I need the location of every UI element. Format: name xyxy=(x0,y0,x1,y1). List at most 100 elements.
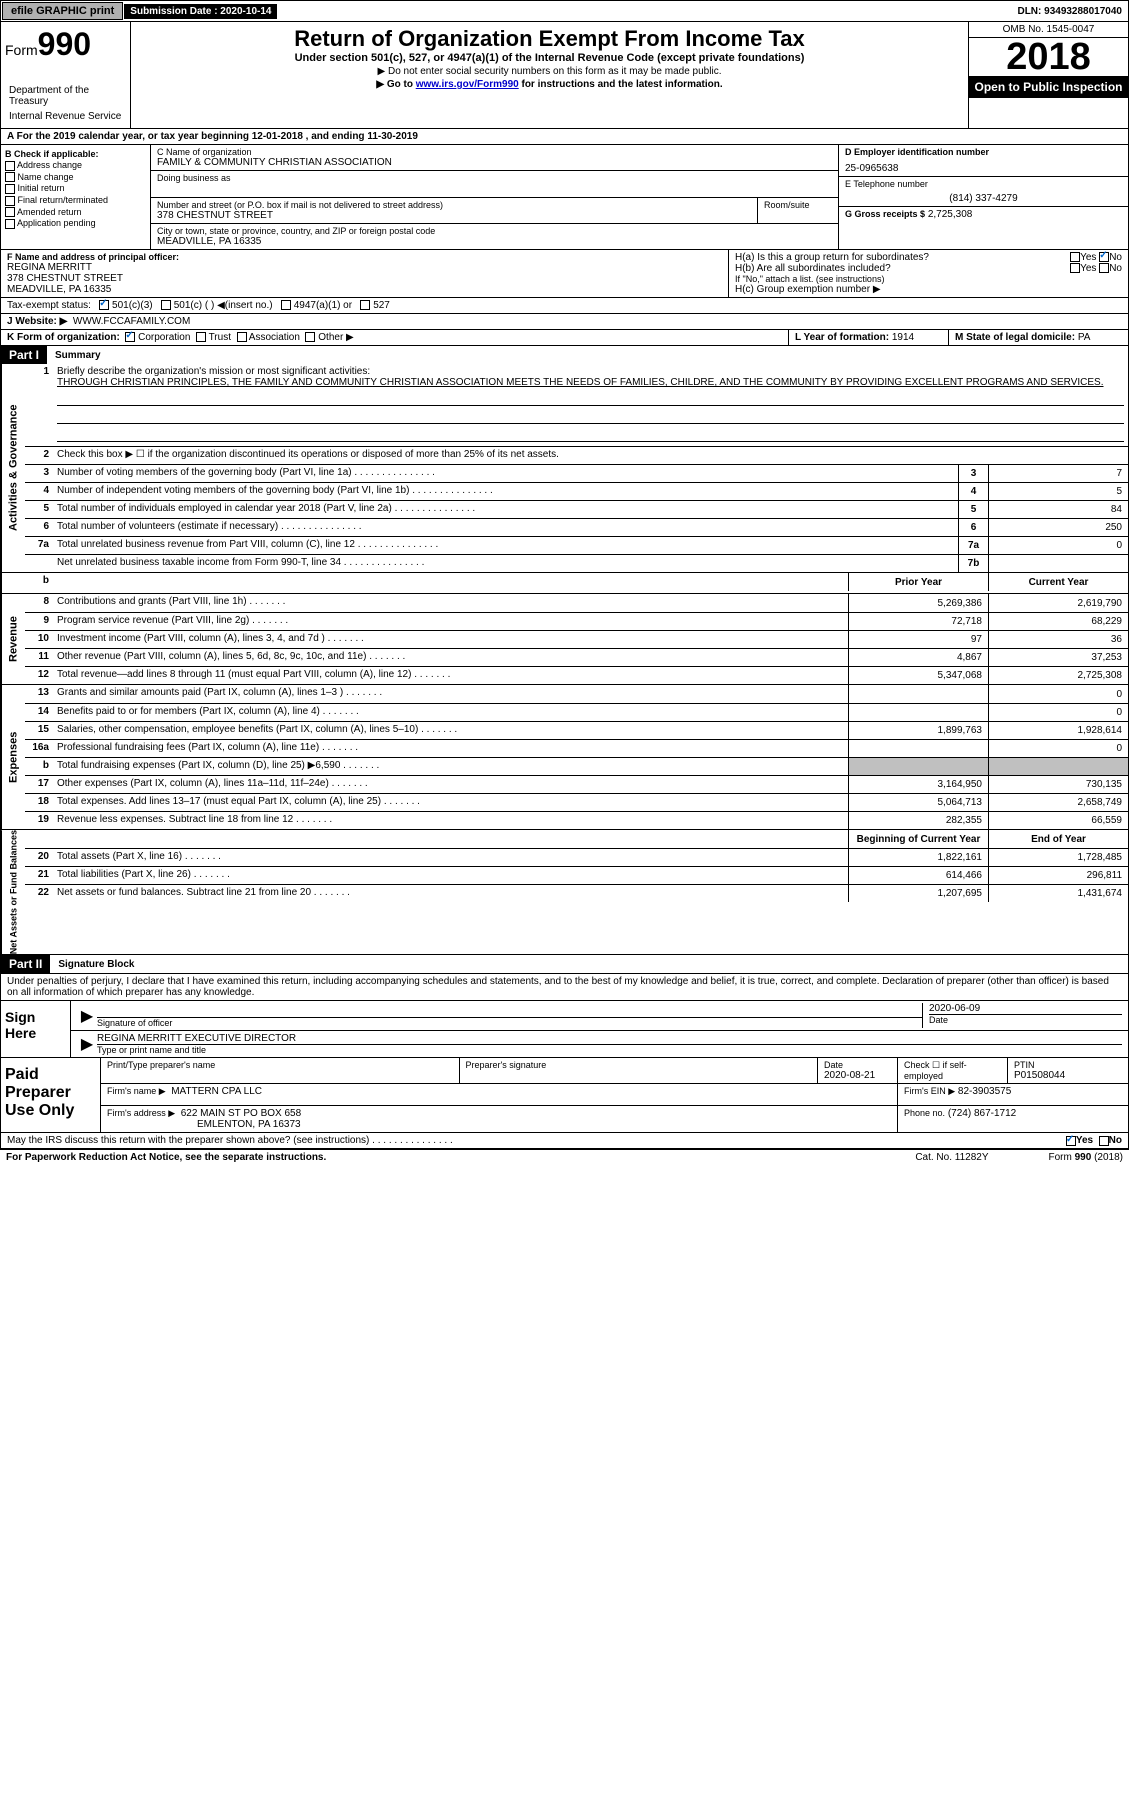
line-num: 3 xyxy=(25,465,53,482)
summary-row: 10 Investment income (Part VIII, column … xyxy=(25,630,1128,648)
cb-other[interactable] xyxy=(305,332,315,342)
hb-row: H(b) Are all subordinates included? Yes … xyxy=(735,263,1122,274)
ptin-label: PTIN xyxy=(1014,1060,1122,1070)
cb-final-return[interactable]: Final return/terminated xyxy=(5,195,146,206)
efile-btn[interactable]: efile GRAPHIC print xyxy=(2,2,123,20)
paid-preparer-label: Paid Preparer Use Only xyxy=(1,1058,101,1132)
form-title: Return of Organization Exempt From Incom… xyxy=(141,26,958,52)
boy-header: Beginning of Current Year xyxy=(848,830,988,848)
summary-row: 17 Other expenses (Part IX, column (A), … xyxy=(25,775,1128,793)
year-formation: 1914 xyxy=(892,332,914,343)
side-net-assets: Net Assets or Fund Balances xyxy=(1,830,25,954)
cb-trust[interactable] xyxy=(196,332,206,342)
org-name-label: C Name of organization xyxy=(157,147,832,157)
line-text: Total revenue—add lines 8 through 11 (mu… xyxy=(53,667,848,684)
open-to-public: Open to Public Inspection xyxy=(969,76,1128,98)
cb-corporation[interactable] xyxy=(125,332,135,342)
block-c: C Name of organization FAMILY & COMMUNIT… xyxy=(151,145,838,249)
current-year-value xyxy=(988,758,1128,775)
block-fh: F Name and address of principal officer:… xyxy=(0,250,1129,298)
current-year-value: 36 xyxy=(988,631,1128,648)
prior-year-value xyxy=(848,758,988,775)
current-year-value: 0 xyxy=(988,685,1128,703)
gross-receipts: 2,725,308 xyxy=(928,209,973,220)
line-num: 13 xyxy=(25,685,53,703)
sig-date: 2020-06-09 xyxy=(929,1003,1122,1014)
footer-right: Form 990 (2018) xyxy=(1049,1152,1123,1163)
city-state-zip: MEADVILLE, PA 16335 xyxy=(157,236,832,247)
block-f-label: F Name and address of principal officer: xyxy=(7,252,722,262)
form-header: Form990 Department of the Treasury Inter… xyxy=(0,22,1129,129)
line-value: 0 xyxy=(988,537,1128,554)
sig-officer-label: Signature of officer xyxy=(97,1017,922,1028)
cb-discuss-no[interactable] xyxy=(1099,1136,1109,1146)
firm-ein-label: Firm's EIN ▶ xyxy=(904,1086,955,1096)
line-value: 5 xyxy=(988,483,1128,500)
prior-year-value xyxy=(848,685,988,703)
part2-header: Part II xyxy=(1,955,50,973)
cb-501c[interactable] xyxy=(161,300,171,310)
line-text: Number of independent voting members of … xyxy=(53,483,958,500)
summary-row: 9 Program service revenue (Part VIII, li… xyxy=(25,612,1128,630)
prior-year-value: 1,207,695 xyxy=(848,885,988,902)
line-num: 9 xyxy=(25,613,53,630)
current-year-value: 0 xyxy=(988,704,1128,721)
line-num: 8 xyxy=(25,594,53,612)
firm-name: MATTERN CPA LLC xyxy=(171,1086,262,1097)
side-activities-governance: Activities & Governance xyxy=(1,364,25,572)
prior-year-value: 5,064,713 xyxy=(848,794,988,811)
line-num: 7a xyxy=(25,537,53,554)
prep-sig-label: Preparer's signature xyxy=(466,1060,812,1070)
cb-application-pending[interactable]: Application pending xyxy=(5,218,146,229)
line-num: 19 xyxy=(25,812,53,829)
cb-address-change[interactable]: Address change xyxy=(5,160,146,171)
tax-status-row: Tax-exempt status: 501(c)(3) 501(c) ( ) … xyxy=(0,298,1129,314)
line-num: 2 xyxy=(25,447,53,464)
line1-label: Briefly describe the organization's miss… xyxy=(57,366,1124,377)
summary-row: 16a Professional fundraising fees (Part … xyxy=(25,739,1128,757)
summary-row: 11 Other revenue (Part VIII, column (A),… xyxy=(25,648,1128,666)
form990-link[interactable]: www.irs.gov/Form990 xyxy=(416,79,519,90)
blocks-bcd: B Check if applicable: Address change Na… xyxy=(0,145,1129,250)
line-text: Professional fundraising fees (Part IX, … xyxy=(53,740,848,757)
line-text: Contributions and grants (Part VIII, lin… xyxy=(53,594,848,612)
cb-name-change[interactable]: Name change xyxy=(5,172,146,183)
part1: Part I Summary Activities & Governance 1… xyxy=(0,346,1129,955)
summary-row: 20 Total assets (Part X, line 16) 1,822,… xyxy=(25,848,1128,866)
block-d: D Employer identification number 25-0965… xyxy=(838,145,1128,249)
date-label: Date xyxy=(824,1060,891,1070)
summary-row: 6 Total number of volunteers (estimate i… xyxy=(25,518,1128,536)
cb-discuss-yes[interactable] xyxy=(1066,1136,1076,1146)
form-word: Form xyxy=(5,42,38,58)
summary-row: 21 Total liabilities (Part X, line 26) 6… xyxy=(25,866,1128,884)
cb-initial-return[interactable]: Initial return xyxy=(5,183,146,194)
dln: DLN: 93493288017040 xyxy=(1011,4,1128,19)
signature-block: Sign Here ▶ Signature of officer 2020-06… xyxy=(0,1001,1129,1058)
current-year-value: 730,135 xyxy=(988,776,1128,793)
line-text: Other revenue (Part VIII, column (A), li… xyxy=(53,649,848,666)
line2-text: Check this box ▶ ☐ if the organization d… xyxy=(53,447,1128,464)
cb-4947[interactable] xyxy=(281,300,291,310)
submission-date: Submission Date : 2020-10-14 xyxy=(124,4,277,19)
form-number: Form990 xyxy=(5,26,126,63)
check-self-employed: Check ☐ if self-employed xyxy=(904,1060,1001,1081)
line-text: Total fundraising expenses (Part IX, col… xyxy=(53,758,848,775)
current-year-value: 66,559 xyxy=(988,812,1128,829)
hb-note: If "No," attach a list. (see instruction… xyxy=(735,274,1122,284)
line-text: Grants and similar amounts paid (Part IX… xyxy=(53,685,848,703)
prior-year-value: 97 xyxy=(848,631,988,648)
current-year-value: 1,928,614 xyxy=(988,722,1128,739)
firm-addr1: 622 MAIN ST PO BOX 658 xyxy=(181,1108,301,1119)
cb-association[interactable] xyxy=(237,332,247,342)
summary-row: 13 Grants and similar amounts paid (Part… xyxy=(25,685,1128,703)
cb-amended-return[interactable]: Amended return xyxy=(5,207,146,218)
firm-name-label: Firm's name ▶ xyxy=(107,1086,166,1096)
line-text: Other expenses (Part IX, column (A), lin… xyxy=(53,776,848,793)
prior-year-value: 1,822,161 xyxy=(848,849,988,866)
footer: For Paperwork Reduction Act Notice, see … xyxy=(0,1149,1129,1165)
declaration-text: Under penalties of perjury, I declare th… xyxy=(0,974,1129,1001)
website-row: J Website: ▶ WWW.FCCAFAMILY.COM xyxy=(0,314,1129,330)
cb-527[interactable] xyxy=(360,300,370,310)
cb-501c3[interactable] xyxy=(99,300,109,310)
type-label: Type or print name and title xyxy=(97,1044,1122,1055)
